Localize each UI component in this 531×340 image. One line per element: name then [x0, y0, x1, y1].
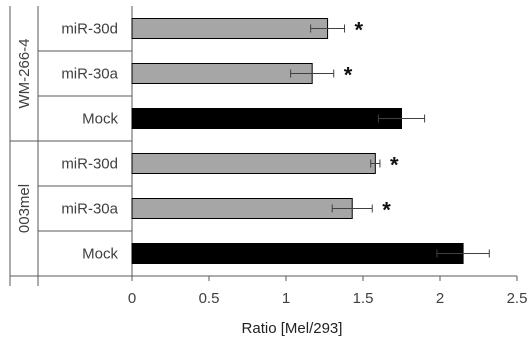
x-tick-label: 0.5 — [199, 290, 220, 307]
bar — [131, 153, 376, 174]
x-tick-label: 0 — [128, 290, 136, 307]
category-label: Mock — [82, 111, 118, 128]
bar — [131, 63, 313, 84]
x-tick-label: 1.5 — [353, 290, 374, 307]
significance-marker: * — [390, 153, 399, 178]
category-label: miR-30a — [61, 66, 118, 83]
bar — [131, 18, 329, 39]
category-label: Mock — [82, 246, 118, 263]
category-label: miR-30a — [61, 201, 118, 218]
x-tick-label: 2.5 — [507, 290, 528, 307]
labels-layer: WM-266-4 003mel miR-30d * miR-30a * Mock miR-30… — [16, 18, 527, 308]
group-label: WM-266-4 — [16, 38, 33, 108]
bar — [131, 108, 402, 129]
bar — [131, 198, 353, 219]
significance-marker: * — [344, 63, 353, 88]
x-axis-title: Ratio [Mel/293] — [242, 320, 343, 337]
group-label: 003mel — [16, 184, 33, 233]
bar — [131, 243, 464, 264]
significance-marker: * — [355, 18, 364, 43]
bars-layer — [131, 18, 490, 264]
x-tick-label: 2 — [436, 290, 444, 307]
x-tick-label: 1 — [282, 290, 290, 307]
category-label: miR-30d — [61, 21, 118, 38]
significance-marker: * — [382, 198, 391, 223]
category-label: miR-30d — [61, 156, 118, 173]
chart-frame — [9, 6, 518, 286]
